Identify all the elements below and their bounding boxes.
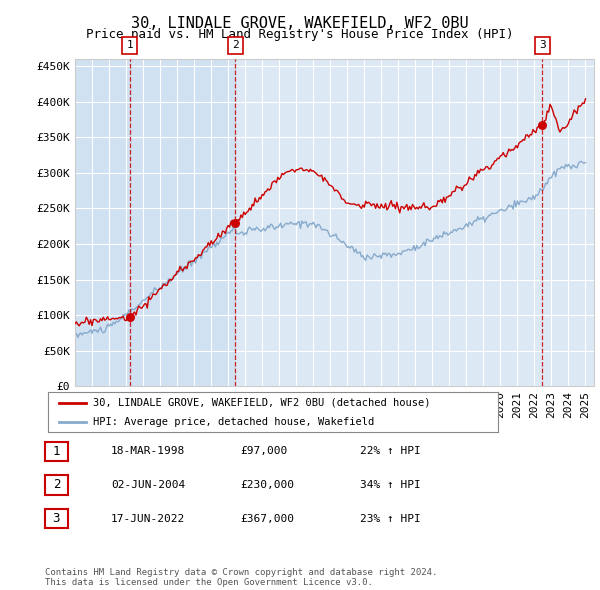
Text: 3: 3 (53, 512, 60, 525)
Text: 30, LINDALE GROVE, WAKEFIELD, WF2 0BU (detached house): 30, LINDALE GROVE, WAKEFIELD, WF2 0BU (d… (93, 398, 431, 408)
Text: 18-MAR-1998: 18-MAR-1998 (111, 447, 185, 456)
Text: 1: 1 (126, 41, 133, 50)
Text: 3: 3 (539, 41, 545, 50)
Text: 34% ↑ HPI: 34% ↑ HPI (360, 480, 421, 490)
Text: £97,000: £97,000 (240, 447, 287, 456)
Text: 23% ↑ HPI: 23% ↑ HPI (360, 514, 421, 523)
Text: 22% ↑ HPI: 22% ↑ HPI (360, 447, 421, 456)
Text: Price paid vs. HM Land Registry's House Price Index (HPI): Price paid vs. HM Land Registry's House … (86, 28, 514, 41)
Point (125, 313, 134, 322)
Text: 02-JUN-2004: 02-JUN-2004 (111, 480, 185, 490)
Bar (130, 59, 235, 386)
Text: £367,000: £367,000 (240, 514, 294, 523)
Text: 30, LINDALE GROVE, WAKEFIELD, WF2 0BU: 30, LINDALE GROVE, WAKEFIELD, WF2 0BU (131, 16, 469, 31)
Text: £230,000: £230,000 (240, 480, 294, 490)
Text: HPI: Average price, detached house, Wakefield: HPI: Average price, detached house, Wake… (93, 417, 374, 427)
Text: 1: 1 (53, 445, 60, 458)
Point (230, 218, 240, 228)
Text: 2: 2 (53, 478, 60, 491)
Bar (75, 59, 130, 386)
Point (538, 120, 547, 130)
Text: 17-JUN-2022: 17-JUN-2022 (111, 514, 185, 523)
Text: Contains HM Land Registry data © Crown copyright and database right 2024.
This d: Contains HM Land Registry data © Crown c… (45, 568, 437, 587)
Text: 2: 2 (232, 41, 239, 50)
